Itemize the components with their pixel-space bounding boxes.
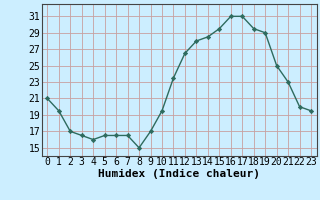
X-axis label: Humidex (Indice chaleur): Humidex (Indice chaleur) bbox=[98, 169, 260, 179]
